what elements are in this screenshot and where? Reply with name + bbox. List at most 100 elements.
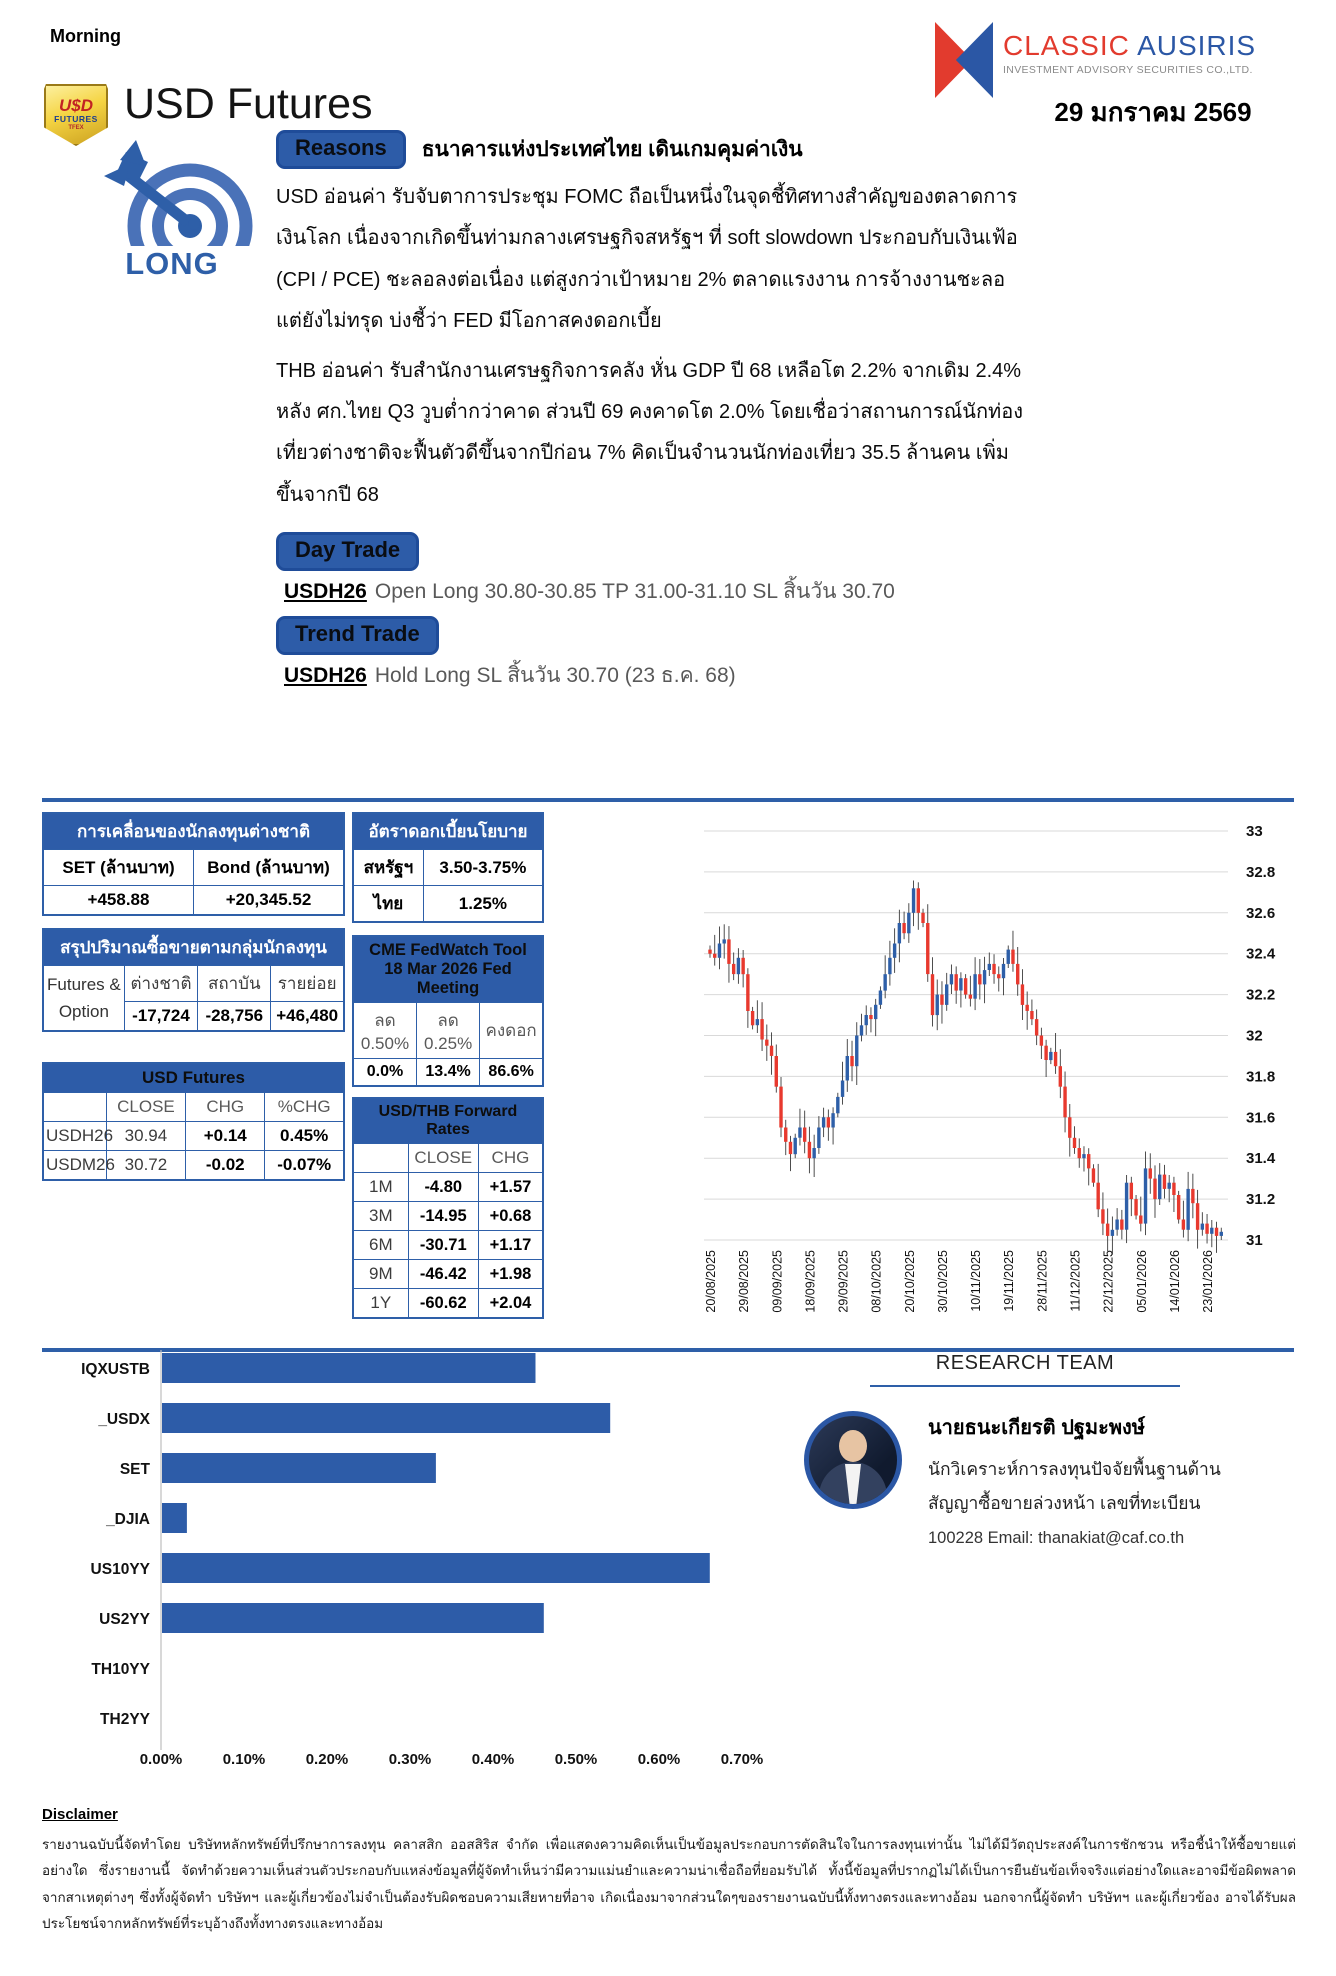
investor-volume-table: สรุปปริมาณซื้อขายตามกลุ่มนักลงทุน Future…: [42, 928, 345, 1032]
analyst-role: นักวิเคราะห์การลงทุนปัจจัยพื้นฐานด้าน สั…: [928, 1459, 1221, 1514]
avatar-shirt: [845, 1464, 861, 1504]
trend-trade-symbol: USDH26: [284, 664, 367, 688]
row-label: Futures & Option: [42, 965, 125, 1032]
svg-text:US10YY: US10YY: [91, 1561, 151, 1578]
svg-text:29/08/2025: 29/08/2025: [737, 1250, 751, 1313]
svg-text:33: 33: [1246, 823, 1263, 840]
trend-trade-line: USDH26 Hold Long SL สิ้นวัน 30.70 (23 ธ.ค…: [284, 659, 1034, 692]
svg-text:31.8: 31.8: [1246, 1068, 1275, 1085]
svg-text:0.10%: 0.10%: [223, 1751, 266, 1768]
target-dart-icon: [90, 134, 254, 289]
stance-label: LONG: [125, 246, 219, 281]
foreign-flows-table: การเคลื่อนของนักลงทุนต่างชาติ SET (ล้านบ…: [42, 812, 345, 916]
chg-value: +0.68: [477, 1201, 544, 1231]
contract-symbol: USDM26: [42, 1150, 115, 1181]
pct-chg-value: -0.07%: [264, 1150, 345, 1181]
svg-text:22/12/2025: 22/12/2025: [1102, 1250, 1116, 1313]
close-value: -30.71: [407, 1230, 479, 1260]
svg-text:08/10/2025: 08/10/2025: [870, 1250, 884, 1313]
prob-cut50-value: 0.0%: [352, 1058, 417, 1087]
brand-name-ausiris: AUSIRIS: [1137, 30, 1257, 61]
table-row: 3M -14.95 +0.68: [352, 1201, 544, 1231]
day-trade-text: Open Long 30.80-30.85 TP 31.00-31.10 SL …: [374, 580, 895, 604]
svg-text:0.00%: 0.00%: [140, 1751, 183, 1768]
tenor-label: 3M: [352, 1201, 409, 1231]
table-row: 6M -30.71 +1.17: [352, 1230, 544, 1260]
col-header: %CHG: [264, 1092, 345, 1122]
svg-text:IQXUSTB: IQXUSTB: [81, 1361, 150, 1378]
volume-retail-value: +46,480: [270, 1001, 345, 1032]
svg-text:05/01/2026: 05/01/2026: [1135, 1250, 1149, 1313]
col-header: รายย่อย: [270, 965, 345, 1002]
svg-text:US2YY: US2YY: [99, 1611, 150, 1628]
usd-futures-title: USD Futures: [42, 1062, 345, 1093]
svg-text:0.30%: 0.30%: [389, 1751, 432, 1768]
svg-text:31: 31: [1246, 1232, 1263, 1249]
chg-value: +1.57: [477, 1172, 544, 1202]
badge-tfex-text: TFEX: [68, 125, 84, 132]
svg-text:TH10YY: TH10YY: [91, 1661, 150, 1678]
svg-text:32.6: 32.6: [1246, 905, 1275, 922]
col-header: CLOSE: [407, 1143, 479, 1173]
page-title: USD Futures: [124, 80, 373, 128]
day-trade-badge: Day Trade: [276, 532, 420, 572]
svg-text:0.60%: 0.60%: [638, 1751, 681, 1768]
svg-text:20/08/2025: 20/08/2025: [704, 1250, 718, 1313]
table-row: 9M -46.42 +1.98: [352, 1259, 544, 1289]
usd-futures-table: USD Futures CLOSE CHG %CHG USDH26 30.94 …: [42, 1062, 345, 1181]
fedwatch-title: CME FedWatch Tool 18 Mar 2026 Fed Meetin…: [352, 935, 544, 1003]
prob-hold-value: 86.6%: [479, 1058, 544, 1087]
svg-text:09/09/2025: 09/09/2025: [770, 1250, 784, 1313]
avatar-face: [839, 1430, 867, 1462]
svg-text:31.6: 31.6: [1246, 1109, 1275, 1126]
col-header: ต่างชาติ: [123, 965, 199, 1002]
rate-value: 3.50-3.75%: [422, 849, 544, 886]
svg-text:_USDX: _USDX: [97, 1411, 150, 1428]
tenor-label: 6M: [352, 1230, 409, 1260]
candlestick-chart: 33 32.8 32.6 32.4 32.2 32 31.8 31.6 31.4 31.2 31 20…: [690, 804, 1294, 1344]
svg-text:0.40%: 0.40%: [472, 1751, 515, 1768]
svg-text:31.2: 31.2: [1246, 1191, 1275, 1208]
chg-value: +1.17: [477, 1230, 544, 1260]
badge-futures-text: FUTURES: [54, 114, 98, 125]
classic-ausiris-logo-icon: [935, 22, 993, 98]
col-header: Bond (ล้านบาท): [193, 849, 345, 886]
svg-text:19/11/2025: 19/11/2025: [1002, 1250, 1016, 1312]
pct-chg-value: 0.45%: [264, 1121, 345, 1151]
svg-text:31.4: 31.4: [1246, 1150, 1276, 1167]
policy-rates-table: อัตราดอกเบี้ยนโยบาย สหรัฐฯ 3.50-3.75% ไท…: [352, 812, 544, 923]
edition-label: Morning: [50, 26, 121, 46]
prob-cut25-value: 13.4%: [415, 1058, 481, 1087]
logo-blue-triangle: [955, 22, 993, 98]
tenor-label: 1Y: [352, 1288, 409, 1319]
col-header: SET (ล้านบาท): [42, 849, 194, 886]
col-header: ลด 0.25%: [415, 1002, 481, 1059]
investor-volume-title: สรุปปริมาณซื้อขายตามกลุ่มนักลงทุน: [42, 928, 345, 966]
contract-symbol: USDH26: [42, 1121, 113, 1151]
svg-text:11/12/2025: 11/12/2025: [1069, 1250, 1083, 1312]
close-value: 30.72: [105, 1150, 187, 1181]
table-row: สหรัฐฯ 3.50-3.75%: [352, 849, 544, 886]
svg-text:14/01/2026: 14/01/2026: [1168, 1250, 1182, 1313]
svg-text:18/09/2025: 18/09/2025: [803, 1250, 817, 1313]
col-header: CHG: [185, 1092, 266, 1122]
data-section: การเคลื่อนของนักลงทุนต่างชาติ SET (ล้านบ…: [42, 798, 1294, 1352]
reasons-paragraph-thb: THB อ่อนค่า รับสำนักงานเศรษฐกิจการคลัง ห…: [276, 359, 1024, 506]
svg-text:29/09/2025: 29/09/2025: [837, 1250, 851, 1313]
commentary-column: Reasons ธนาคารแห่งประเทศไทย เดินเกมคุมค่…: [276, 130, 1034, 700]
col-header: สถาบัน: [197, 965, 272, 1002]
policy-rates-title: อัตราดอกเบี้ยนโยบาย: [352, 812, 544, 850]
table-row: 1Y -60.62 +2.04: [352, 1288, 544, 1319]
close-value: 30.94: [105, 1121, 187, 1151]
brand-name: CLASSIC AUSIRIS INVESTMENT ADVISORY SECU…: [1003, 30, 1303, 76]
svg-text:10/11/2025: 10/11/2025: [969, 1250, 983, 1312]
chg-value: +2.04: [477, 1288, 544, 1319]
close-value: -14.95: [407, 1201, 479, 1231]
reasons-badge: Reasons: [276, 130, 406, 169]
svg-text:_DJIA: _DJIA: [105, 1511, 150, 1528]
svg-text:32.2: 32.2: [1246, 987, 1275, 1004]
table-row: USDM26 30.72 -0.02 -0.07%: [42, 1150, 345, 1181]
fedwatch-table: CME FedWatch Tool 18 Mar 2026 Fed Meetin…: [352, 935, 544, 1087]
chg-value: -0.02: [185, 1150, 266, 1181]
close-value: -4.80: [407, 1172, 479, 1202]
